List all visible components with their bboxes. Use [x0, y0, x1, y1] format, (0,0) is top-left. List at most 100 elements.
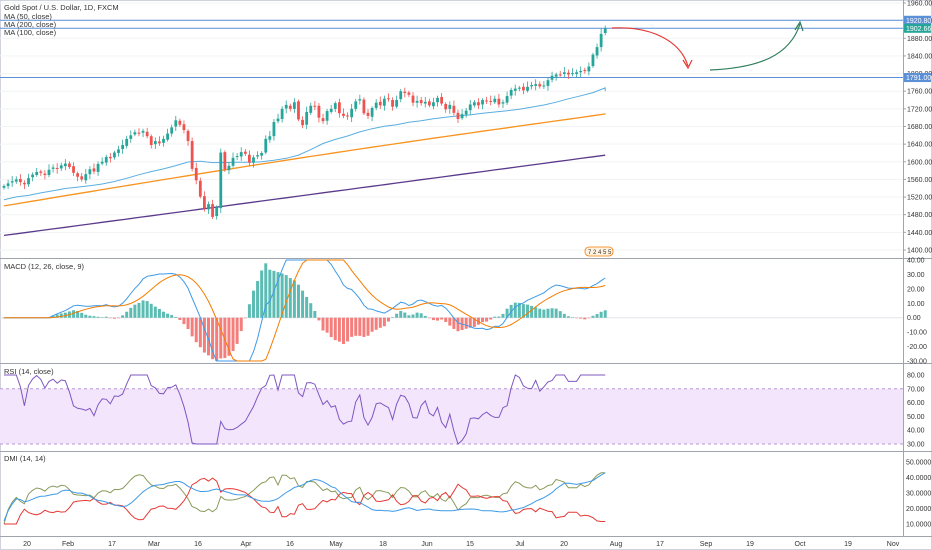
candle-body[interactable] — [104, 156, 108, 163]
candle-body[interactable] — [92, 168, 96, 172]
candle-body[interactable] — [113, 152, 116, 158]
candle-body[interactable] — [571, 73, 574, 75]
candle-body[interactable] — [276, 118, 280, 122]
candle-body[interactable] — [354, 101, 358, 109]
candle-body[interactable] — [595, 47, 599, 56]
candle-body[interactable] — [31, 174, 35, 178]
candle-body[interactable] — [96, 163, 100, 172]
candle-body[interactable] — [27, 178, 30, 185]
candle-body[interactable] — [554, 74, 558, 77]
candle-body[interactable] — [235, 156, 239, 158]
candle-body[interactable] — [485, 100, 489, 102]
candle-body[interactable] — [452, 105, 456, 113]
forecast-arrows[interactable] — [611, 20, 804, 71]
candle-body[interactable] — [137, 132, 141, 134]
candle-body[interactable] — [121, 145, 125, 149]
candle-body[interactable] — [284, 104, 288, 109]
candle-body[interactable] — [88, 169, 92, 175]
candle-body[interactable] — [317, 105, 321, 118]
candle-body[interactable] — [231, 157, 235, 166]
candle-body[interactable] — [264, 138, 268, 153]
candle-body[interactable] — [305, 111, 309, 125]
candle-body[interactable] — [472, 102, 476, 106]
candle-body[interactable] — [239, 152, 243, 157]
candle-body[interactable] — [243, 151, 247, 154]
candle-body[interactable] — [47, 169, 51, 176]
candle-body[interactable] — [603, 28, 607, 33]
candle-body[interactable] — [530, 85, 534, 87]
candle-body[interactable] — [117, 149, 120, 153]
candle-body[interactable] — [280, 108, 284, 120]
candle-body[interactable] — [288, 105, 292, 109]
candle-body[interactable] — [76, 173, 80, 177]
candle-body[interactable] — [407, 92, 411, 95]
candle-body[interactable] — [211, 204, 214, 217]
candle-body[interactable] — [489, 100, 493, 102]
candle-body[interactable] — [456, 112, 460, 120]
candle-body[interactable] — [100, 161, 104, 164]
candle-body[interactable] — [153, 141, 157, 145]
candle-body[interactable] — [207, 204, 210, 210]
candle-body[interactable] — [145, 131, 149, 137]
candle-body[interactable] — [395, 100, 399, 107]
candle-body[interactable] — [51, 167, 55, 169]
candle-body[interactable] — [182, 124, 186, 131]
candle-body[interactable] — [2, 186, 6, 188]
candle-body[interactable] — [513, 88, 517, 91]
candle-body[interactable] — [346, 115, 349, 117]
candle-body[interactable] — [550, 75, 554, 80]
candle-body[interactable] — [166, 133, 169, 140]
candle-body[interactable] — [72, 166, 75, 173]
candle-body[interactable] — [477, 102, 480, 106]
candle-body[interactable] — [538, 84, 542, 87]
candle-body[interactable] — [575, 72, 578, 75]
candle-body[interactable] — [522, 86, 525, 91]
candle-body[interactable] — [460, 114, 464, 119]
candle-body[interactable] — [260, 152, 264, 156]
candle-body[interactable] — [252, 157, 255, 163]
candle-body[interactable] — [358, 99, 362, 101]
candle-body[interactable] — [387, 98, 390, 100]
candle-body[interactable] — [59, 165, 63, 169]
arrow-up-curve[interactable] — [709, 23, 801, 71]
candle-body[interactable] — [178, 120, 182, 125]
candle-body[interactable] — [43, 173, 47, 176]
candle-body[interactable] — [350, 108, 354, 118]
candle-body[interactable] — [14, 179, 18, 182]
candle-body[interactable] — [427, 101, 431, 106]
candle-body[interactable] — [411, 95, 415, 103]
candle-body[interactable] — [129, 135, 133, 139]
candle-body[interactable] — [333, 103, 337, 109]
candle-body[interactable] — [342, 113, 345, 116]
candle-body[interactable] — [6, 183, 10, 187]
candle-body[interactable] — [448, 104, 452, 109]
candle-body[interactable] — [362, 99, 366, 114]
candle-body[interactable] — [534, 84, 538, 86]
candle-body[interactable] — [374, 102, 378, 108]
candle-body[interactable] — [378, 101, 382, 106]
candle-body[interactable] — [186, 130, 190, 142]
candle-body[interactable] — [382, 98, 386, 106]
candle-body[interactable] — [444, 104, 448, 110]
candle-body[interactable] — [63, 163, 67, 167]
candle-body[interactable] — [84, 174, 88, 181]
candle-body[interactable] — [313, 105, 317, 107]
candle-body[interactable] — [321, 118, 325, 122]
arrow-up-head[interactable] — [794, 20, 804, 32]
candle-body[interactable] — [497, 98, 501, 105]
candle-body[interactable] — [223, 152, 227, 170]
candle-body[interactable] — [194, 167, 198, 181]
candle-body[interactable] — [599, 33, 603, 48]
candle-body[interactable] — [517, 87, 521, 89]
candle-body[interactable] — [583, 70, 587, 72]
candle-body[interactable] — [80, 176, 84, 180]
candle-body[interactable] — [526, 86, 529, 91]
candle-body[interactable] — [125, 138, 129, 146]
candle-body[interactable] — [558, 74, 562, 76]
candle-body[interactable] — [325, 111, 329, 121]
candle-body[interactable] — [108, 156, 112, 159]
candle-body[interactable] — [215, 207, 219, 217]
candle-body[interactable] — [133, 132, 137, 135]
candle-body[interactable] — [23, 182, 26, 185]
candle-body[interactable] — [329, 108, 333, 112]
